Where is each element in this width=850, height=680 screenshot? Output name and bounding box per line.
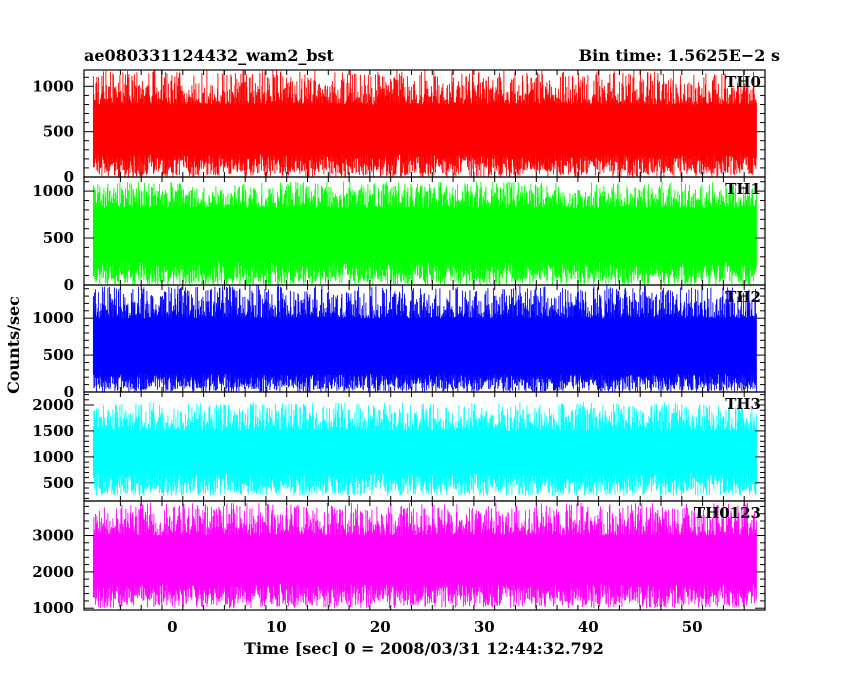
y-tick-label: 500 — [43, 123, 74, 141]
panel-th0123: 1000 2000 3000 TH0123 — [32, 500, 766, 617]
panels-group: 0 500 1000 TH0 0 500 1000 TH1 0 500 1000 TH2 500 1000… — [32, 69, 766, 617]
y-tick-label: 2000 — [32, 396, 74, 414]
y-tick-label: 1000 — [32, 77, 74, 95]
trace-th2 — [92, 285, 757, 392]
panel-th1: 0 500 1000 TH1 — [32, 176, 766, 294]
y-tick-label: 0 — [64, 168, 74, 186]
panel-label-th3: TH3 — [725, 395, 761, 413]
y-tick-label: 500 — [43, 229, 74, 247]
y-tick-label: 500 — [43, 346, 74, 364]
panel-frame — [83, 500, 766, 611]
panel-th0: 0 500 1000 TH0 — [32, 69, 766, 186]
chart-title: ae080331124432_wam2_bst — [84, 46, 335, 65]
x-tick-label: 50 — [682, 618, 703, 636]
panel-label-th2: TH2 — [725, 288, 761, 306]
trace-th0123 — [92, 502, 757, 609]
trace-th3 — [92, 402, 757, 496]
panel-th3: 500 1000 1500 2000 TH3 — [32, 391, 766, 502]
x-tick-label: 40 — [578, 618, 599, 636]
y-tick-label: 1000 — [32, 599, 74, 617]
y-tick-label: 1000 — [32, 448, 74, 466]
y-tick-label: 1000 — [32, 309, 74, 327]
y-tick-label: 500 — [43, 474, 74, 492]
x-axis-label: Time [sec] 0 = 2008/03/31 12:44:32.792 — [244, 639, 604, 658]
panel-label-th0123: TH0123 — [694, 504, 761, 522]
y-tick-label: 1500 — [32, 422, 74, 440]
x-tick-label: 0 — [167, 618, 177, 636]
panel-label-th1: TH1 — [725, 180, 761, 198]
trace-th0 — [92, 70, 757, 177]
y-tick-label: 3000 — [32, 527, 74, 545]
x-tick-label: 10 — [266, 618, 287, 636]
x-tick-label: 30 — [474, 618, 495, 636]
panel-label-th0: TH0 — [725, 73, 761, 91]
x-tick-labels: 0 10 20 30 40 50 — [167, 618, 702, 636]
x-tick-label: 20 — [370, 618, 391, 636]
y-tick-label: 0 — [64, 383, 74, 401]
bin-time-label: Bin time: 1.5625E−2 s — [579, 46, 780, 65]
trace-th1 — [92, 181, 757, 285]
y-tick-label: 1000 — [32, 182, 74, 200]
y-tick-label: 2000 — [32, 563, 74, 581]
y-tick-label: 0 — [64, 276, 74, 294]
panel-th2: 0 500 1000 TH2 — [32, 284, 766, 401]
y-axis-label: Counts/sec — [4, 296, 23, 394]
